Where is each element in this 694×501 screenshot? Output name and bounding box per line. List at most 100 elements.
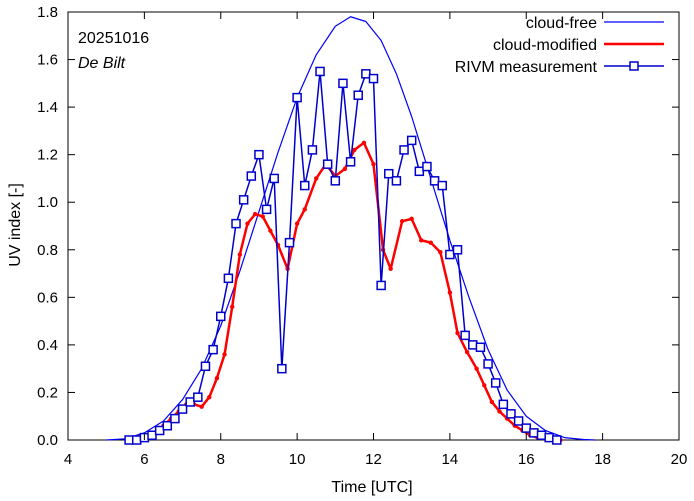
data-point-rivm-measurement [216,311,226,322]
data-point-cloud-modified [474,366,479,371]
data-point-rivm-measurement [529,428,539,438]
legend-marker-rivm-measurement [629,61,639,71]
x-tick-label: 16 [518,451,535,468]
legend-label-cloud-modified: cloud-modified [493,37,597,54]
data-point-cloud-modified [482,383,487,388]
data-point-rivm-measurement [300,180,310,191]
data-point-rivm-measurement [513,416,524,426]
data-point-rivm-measurement [414,166,425,177]
data-point-cloud-modified [199,404,204,409]
data-point-rivm-measurement [422,161,432,172]
y-tick-label: 1.6 [37,52,58,69]
x-axis-title: Time [UTC] [331,479,412,496]
legend: cloud-free cloud-modified RIVM measureme… [455,15,664,76]
data-point-rivm-measurement [162,420,173,431]
data-point-rivm-measurement [307,145,318,155]
data-point-rivm-measurement [261,204,272,215]
x-tick-label: 8 [217,451,225,468]
data-point-rivm-measurement [170,413,180,424]
data-point-cloud-modified [294,221,300,226]
data-point-cloud-modified [428,240,433,245]
data-point-cloud-modified [252,211,258,217]
data-point-cloud-modified [342,166,348,172]
data-point-cloud-modified [464,349,470,355]
data-point-cloud-modified [302,207,307,212]
date-annotation: 20251016 [78,30,149,47]
legend-item-cloud-free: cloud-free [526,15,664,32]
data-point-rivm-measurement [521,423,531,433]
x-tick-label: 12 [365,451,382,468]
data-point-rivm-measurement [193,392,203,402]
data-point-rivm-measurement [185,397,195,407]
data-point-rivm-measurement [552,435,562,445]
data-point-rivm-measurement [277,363,287,374]
data-point-rivm-measurement [384,168,394,179]
data-point-cloud-modified [361,140,367,145]
data-point-rivm-measurement [483,359,493,369]
x-tick-label: 4 [64,451,72,468]
data-point-rivm-measurement [238,195,249,205]
data-point-rivm-measurement [177,404,188,414]
y-tick-label: 1.8 [37,4,58,21]
y-axis-title: UV index [-] [7,183,24,267]
legend-item-rivm-measurement: RIVM measurement [455,59,664,76]
location-annotation: De Bilt [78,55,126,72]
data-point-rivm-measurement [468,340,478,350]
series-line-cloud-modified [132,141,561,442]
data-point-rivm-measurement [399,145,409,155]
data-point-rivm-measurement [429,176,440,186]
data-point-rivm-measurement [292,92,302,103]
data-point-cloud-modified [447,290,453,295]
legend-item-cloud-modified: cloud-modified [493,37,664,54]
data-point-rivm-measurement [452,245,463,255]
data-point-rivm-measurement [330,176,341,186]
data-point-rivm-measurement [391,176,402,186]
data-point-rivm-measurement [406,135,417,146]
data-point-rivm-measurement [361,69,371,79]
y-tick-label: 0.0 [37,432,58,449]
data-point-rivm-measurement [368,73,379,84]
data-point-rivm-measurement [544,432,554,443]
data-point-rivm-measurement [246,171,257,181]
data-point-cloud-modified [268,228,273,233]
data-point-rivm-measurement [345,157,356,167]
series-line-cloud-free [106,16,596,441]
data-point-rivm-measurement [223,273,234,284]
data-point-cloud-modified [222,352,227,357]
y-tick-label: 1.2 [37,147,58,164]
data-point-cloud-modified [314,176,319,181]
data-point-rivm-measurement [154,425,165,436]
data-point-rivm-measurement [124,435,134,445]
axis-group: 4 6 8 10 12 14 16 18 20 0.0 0.2 0.4 0.6 0.8 1.0 1.2 1.4 1… [37,4,687,468]
data-point-cloud-modified [438,249,443,255]
y-tick-label: 0.4 [37,337,58,354]
y-tick-label: 0.6 [37,289,58,306]
data-point-cloud-modified [455,330,460,336]
x-tick-label: 6 [140,451,148,468]
data-point-cloud-modified [409,216,414,222]
data-point-cloud-modified [207,395,212,400]
x-tick-label: 20 [671,451,688,468]
series-group [106,16,596,445]
y-tick-label: 1.4 [37,99,58,116]
data-point-cloud-modified [352,147,357,153]
data-point-rivm-measurement [445,249,455,260]
data-point-rivm-measurement [147,430,157,440]
data-point-rivm-measurement [353,90,363,100]
data-point-cloud-modified [419,238,424,243]
data-point-cloud-modified [214,375,220,381]
data-point-rivm-measurement [269,173,279,184]
x-tick-label: 10 [289,451,306,468]
data-point-rivm-measurement [284,237,295,248]
y-tick-label: 0.2 [37,384,58,401]
data-point-rivm-measurement [254,149,264,160]
data-point-cloud-modified [237,252,243,257]
data-point-cloud-modified [230,304,235,310]
data-point-rivm-measurement [475,342,486,353]
data-point-rivm-measurement [536,430,547,440]
legend-label-rivm-measurement: RIVM measurement [455,59,598,76]
data-point-cloud-modified [371,161,376,167]
data-point-rivm-measurement [231,218,241,229]
data-point-rivm-measurement [200,361,211,372]
data-point-rivm-measurement [490,378,501,388]
